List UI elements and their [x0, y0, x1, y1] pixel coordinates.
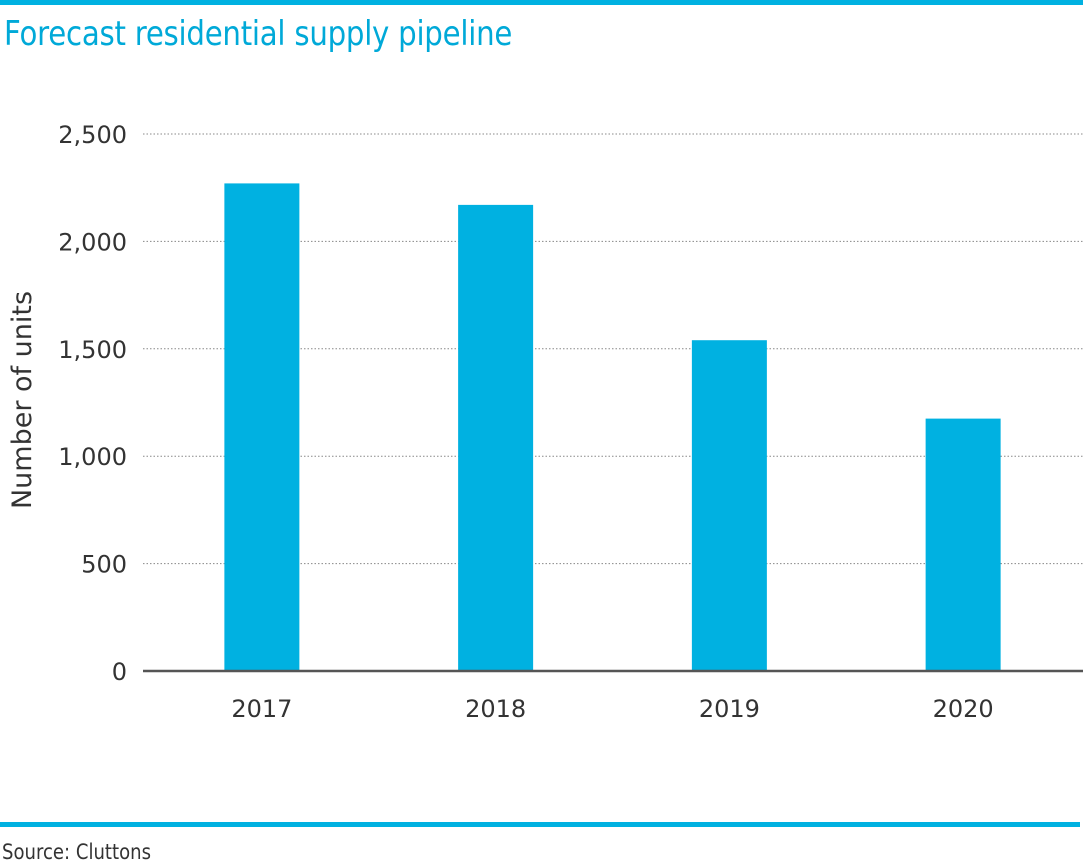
bar-2018	[458, 204, 534, 671]
x-tick-label: 2017	[231, 695, 292, 723]
y-tick-label: 500	[81, 551, 127, 579]
source-note: Source: Cluttons	[2, 840, 151, 864]
bar-2017	[224, 183, 300, 672]
chart-title: Forecast residential supply pipeline	[4, 14, 513, 54]
y-tick-label: 1,000	[58, 443, 127, 471]
x-tick-label: 2018	[465, 695, 526, 723]
bars	[224, 183, 1001, 672]
x-tick-label: 2019	[699, 695, 760, 723]
bottom-accent-rule	[0, 822, 1080, 827]
x-tick-label: 2020	[933, 695, 994, 723]
tick-labels: 0 500 1,000 1,500 2,000 2,500 2017 2018 2019 2020	[58, 121, 993, 723]
y-tick-label: 2,500	[58, 121, 127, 149]
y-tick-label: 2,000	[58, 228, 127, 256]
y-axis-title: Number of units	[7, 291, 38, 509]
bar-2020	[925, 418, 1001, 671]
y-tick-label: 1,500	[58, 336, 127, 364]
bar-2019	[691, 340, 767, 671]
y-tick-label: 0	[112, 658, 127, 686]
top-accent-rule	[0, 0, 1083, 5]
gridlines	[143, 133, 1083, 565]
